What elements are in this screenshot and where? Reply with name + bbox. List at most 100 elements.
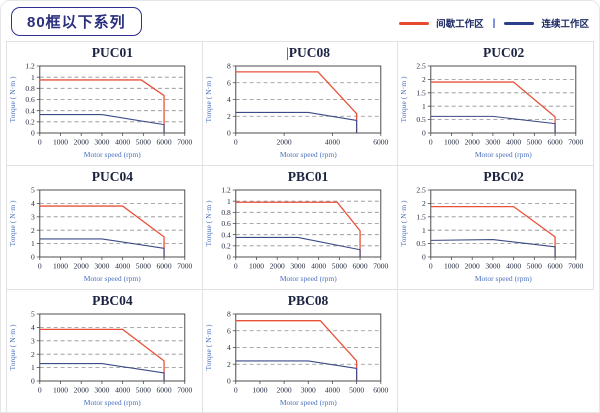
svg-text:5000: 5000 [136,137,151,146]
svg-text:1.5: 1.5 [417,88,427,97]
svg-text:0: 0 [31,253,35,262]
svg-text:6000: 6000 [548,261,563,270]
svg-text:8: 8 [227,62,231,71]
svg-text:2000: 2000 [74,137,89,146]
chart-title-text: PBC04 [92,293,133,308]
svg-text:6: 6 [227,78,231,87]
svg-text:Torque ( N·m ): Torque ( N·m ) [204,324,213,371]
torque-speed-plot: 0 0.5 1 1.5 2 2.5 0 1000 2000 3000 4000 5000 6000 700… [399,186,584,283]
svg-text:0.8: 0.8 [25,84,35,93]
chart-title: PUC01 [7,45,202,61]
svg-text:4000: 4000 [325,137,340,146]
svg-text:5: 5 [31,186,35,195]
chart-title: PBC01 [203,169,398,185]
svg-text:6000: 6000 [352,261,367,270]
svg-text:0.6: 0.6 [25,95,35,104]
chart-title: PBC08 [203,293,398,309]
svg-text:1: 1 [31,73,35,82]
svg-text:0.6: 0.6 [221,219,231,228]
svg-text:1: 1 [227,197,231,206]
chart-title-text: PUC02 [483,45,525,60]
svg-text:5000: 5000 [349,385,364,394]
torque-speed-plot: 0 0.2 0.4 0.6 0.8 1 1.2 0 1000 2000 3000 4000 5000 60… [204,186,389,283]
svg-text:7000: 7000 [177,261,192,270]
chart-title: PBC02 [398,169,593,185]
chart-title-text: PUC08 [288,45,331,60]
svg-text:5000: 5000 [136,385,151,394]
svg-text:5000: 5000 [136,261,151,270]
svg-text:Motor speed (rpm): Motor speed (rpm) [84,274,141,283]
svg-text:1.2: 1.2 [25,62,35,71]
svg-text:4: 4 [31,323,35,332]
svg-text:0: 0 [38,385,42,394]
svg-text:0: 0 [429,261,433,270]
torque-speed-plot: 0 1 2 3 4 5 0 1000 2000 3000 4000 5000 6000 7000 Motor… [8,310,193,407]
chart-title-text: PBC01 [287,169,329,184]
series-badge: 80框以下系列 [11,7,142,36]
svg-text:Motor speed (rpm): Motor speed (rpm) [279,398,336,407]
svg-text:0: 0 [234,137,238,146]
svg-text:1: 1 [31,363,35,372]
svg-text:0: 0 [422,253,426,262]
svg-text:Motor speed (rpm): Motor speed (rpm) [84,150,141,159]
svg-text:2000: 2000 [276,137,291,146]
svg-text:4: 4 [227,343,231,352]
svg-text:3: 3 [31,212,35,221]
torque-speed-plot: 0 2 4 6 8 0 2000 4000 6000 Motor speed (rpm) Torqu… [204,62,389,159]
svg-text:1: 1 [31,239,35,248]
svg-text:7000: 7000 [373,261,388,270]
chart-cell-pbc01: PBC01 0 0.2 0.4 0.6 0.8 1 1.2 0 1000 2000 3000 4000… [202,166,399,290]
svg-text:Torque ( N·m ): Torque ( N·m ) [204,76,213,123]
svg-text:Torque ( N·m ): Torque ( N·m ) [8,200,17,247]
svg-text:6000: 6000 [157,385,172,394]
intermittent-zone-label: 间歇工作区 [436,19,484,30]
svg-text:6: 6 [227,326,231,335]
svg-text:3000: 3000 [486,137,501,146]
svg-text:1000: 1000 [53,261,68,270]
svg-text:2: 2 [422,75,426,84]
svg-text:0.5: 0.5 [417,239,427,248]
legend: 间歇工作区 | 连续工作区 [399,16,589,30]
torque-speed-plot: 0 2 4 6 8 0 1000 2000 3000 4000 5000 6000 Motor spee… [204,310,389,407]
header: 80框以下系列 间歇工作区 | 连续工作区 [1,1,599,41]
chart-title-text: PUC04 [91,169,133,184]
torque-speed-plot: 0 1 2 3 4 5 0 1000 2000 3000 4000 5000 6000 7000 Motor… [8,186,193,283]
chart-title: PUC02 [398,45,593,61]
svg-text:3000: 3000 [94,137,109,146]
svg-text:3000: 3000 [94,385,109,394]
svg-text:Motor speed (rpm): Motor speed (rpm) [475,274,532,283]
svg-text:1000: 1000 [249,261,264,270]
svg-text:Motor speed (rpm): Motor speed (rpm) [475,150,532,159]
svg-text:0: 0 [227,129,231,138]
chart-title: PUC04 [7,169,202,185]
svg-text:6000: 6000 [373,385,388,394]
svg-text:1.2: 1.2 [221,186,231,195]
svg-text:Torque ( N·m ): Torque ( N·m ) [8,324,17,371]
svg-text:3000: 3000 [290,261,305,270]
svg-text:Torque ( N·m ): Torque ( N·m ) [204,200,213,247]
svg-text:0: 0 [422,129,426,138]
svg-text:0.8: 0.8 [221,208,231,217]
chart-grid: PUC01 0 0.2 0.4 0.6 0.8 1 1.2 0 1000 2000 3000 4000… [6,41,594,412]
svg-text:Torque ( N·m ): Torque ( N·m ) [8,76,17,123]
svg-text:4000: 4000 [115,137,130,146]
svg-text:5000: 5000 [331,261,346,270]
svg-text:2000: 2000 [465,261,480,270]
svg-text:5000: 5000 [527,261,542,270]
chart-title-text: PUC01 [91,45,133,60]
chart-cell-puc01: PUC01 0 0.2 0.4 0.6 0.8 1 1.2 0 1000 2000 3000 4000… [7,42,203,166]
svg-text:0: 0 [38,137,42,146]
svg-text:6000: 6000 [157,137,172,146]
svg-text:4000: 4000 [325,385,340,394]
svg-text:4000: 4000 [115,385,130,394]
svg-text:0.5: 0.5 [417,115,427,124]
svg-text:Motor speed (rpm): Motor speed (rpm) [84,398,141,407]
svg-text:Torque ( N·m ): Torque ( N·m ) [399,76,408,123]
svg-text:0: 0 [31,129,35,138]
svg-text:2.5: 2.5 [417,62,427,71]
chart-cell-puc08: |PUC08 0 2 4 6 8 0 2000 4000 6000 Motor speed (rp… [202,42,399,166]
svg-text:0.2: 0.2 [25,117,35,126]
chart-cell-pbc04: PBC04 0 1 2 3 4 5 0 1000 2000 3000 4000 5000 6000 700… [7,290,203,412]
svg-text:4: 4 [227,95,231,104]
